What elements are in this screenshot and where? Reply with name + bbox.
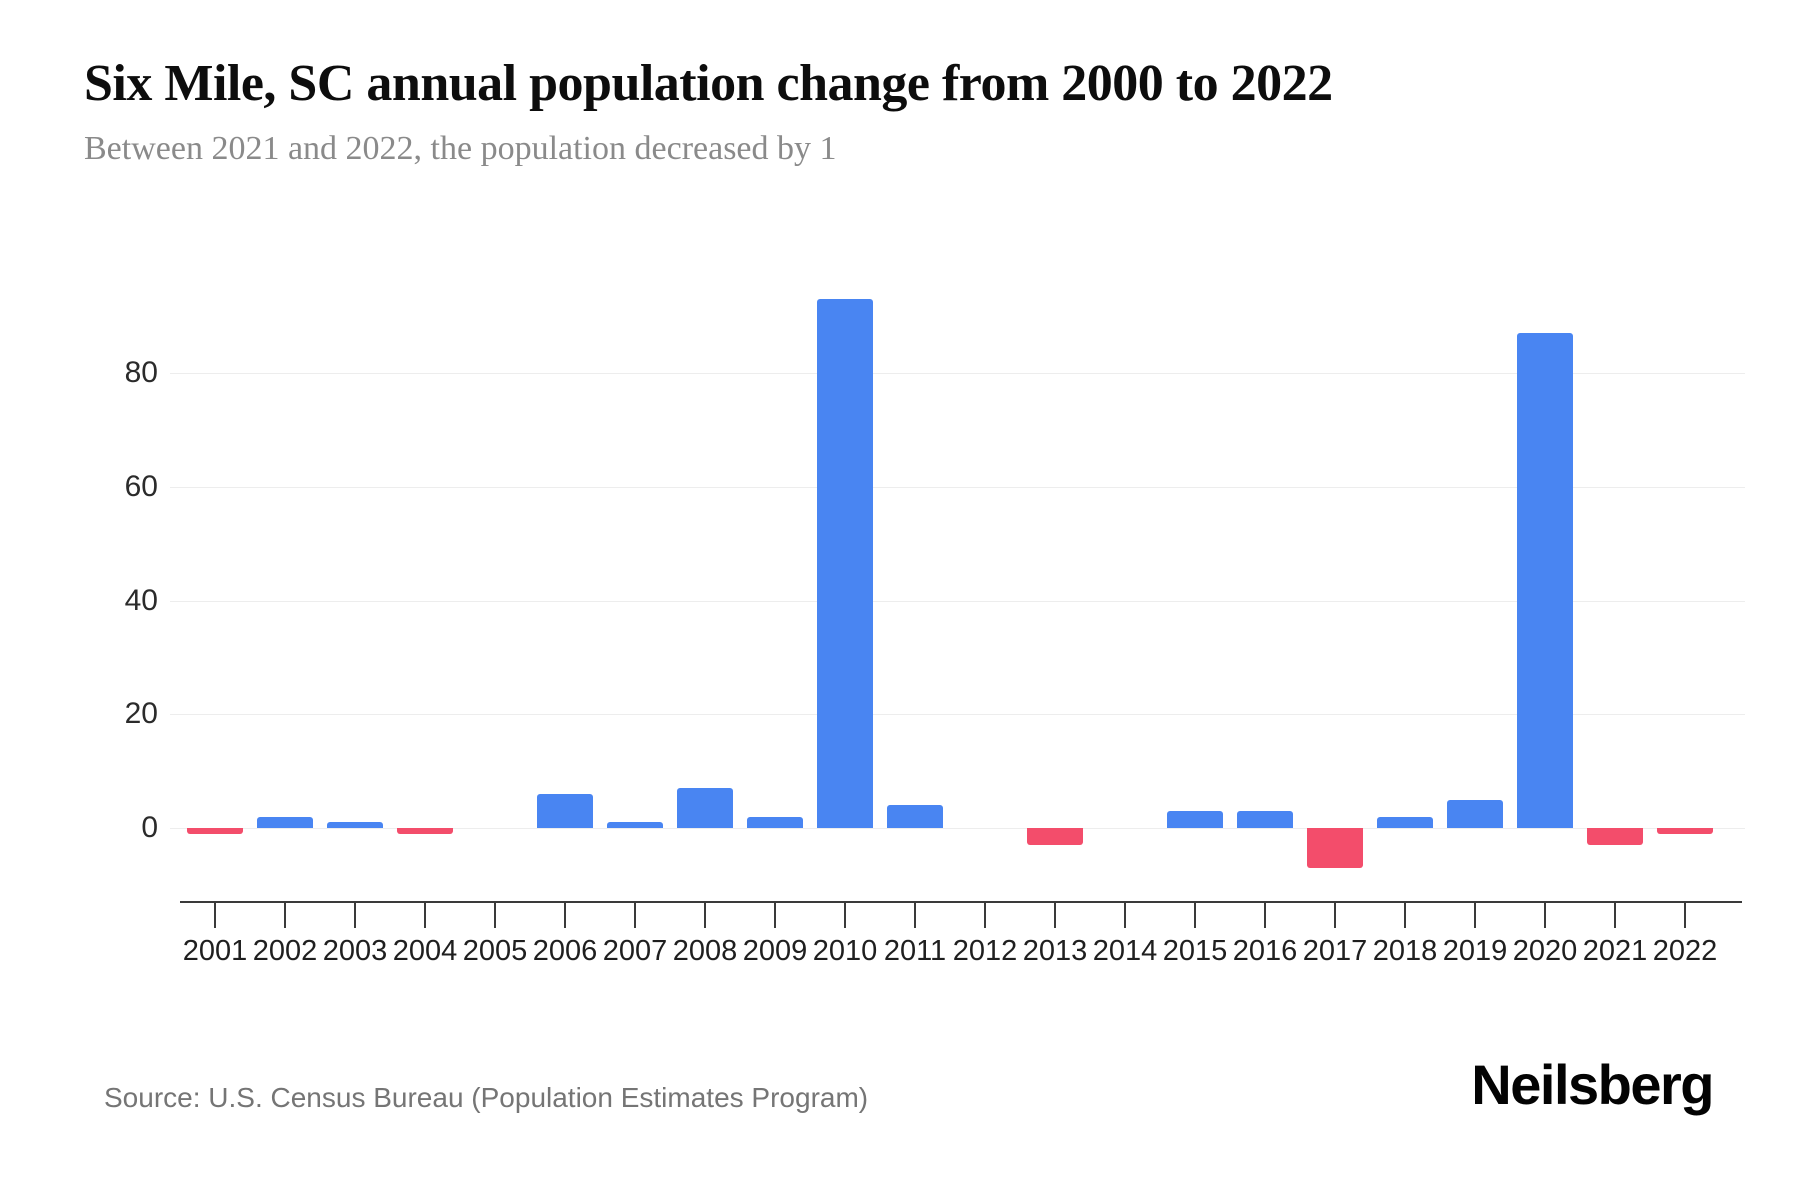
x-axis-label: 2001 bbox=[182, 935, 248, 967]
x-axis-tick bbox=[1334, 903, 1336, 928]
x-axis-tick bbox=[1684, 903, 1686, 928]
x-axis-label: 2020 bbox=[1512, 935, 1578, 967]
bar-2021[interactable] bbox=[1587, 828, 1643, 846]
y-gridline bbox=[170, 373, 1745, 374]
x-axis-label: 2005 bbox=[462, 935, 528, 967]
x-axis-label: 2017 bbox=[1302, 935, 1368, 967]
bar-2017[interactable] bbox=[1307, 828, 1363, 868]
x-axis-label: 2021 bbox=[1582, 935, 1648, 967]
x-axis-label: 2006 bbox=[532, 935, 598, 967]
x-axis-label: 2014 bbox=[1092, 935, 1158, 967]
chart-title: Six Mile, SC annual population change fr… bbox=[84, 55, 1333, 112]
x-axis-label: 2002 bbox=[252, 935, 318, 967]
x-axis-label: 2016 bbox=[1232, 935, 1298, 967]
bar-2020[interactable] bbox=[1517, 333, 1573, 828]
source-caption: Source: U.S. Census Bureau (Population E… bbox=[104, 1082, 869, 1113]
x-axis-tick bbox=[1614, 903, 1616, 928]
x-axis-label: 2018 bbox=[1372, 935, 1438, 967]
chart-subtitle: Between 2021 and 2022, the population de… bbox=[84, 130, 837, 167]
x-axis-tick bbox=[354, 903, 356, 928]
x-axis-label: 2008 bbox=[672, 935, 738, 967]
x-axis-line bbox=[180, 901, 1742, 903]
bar-2002[interactable] bbox=[257, 816, 313, 828]
x-axis-tick bbox=[494, 903, 496, 928]
y-gridline bbox=[170, 714, 1745, 716]
bar-2003[interactable] bbox=[327, 822, 383, 828]
x-axis-label: 2007 bbox=[602, 935, 668, 967]
x-axis-label: 2022 bbox=[1652, 935, 1718, 967]
bar-2011[interactable] bbox=[887, 805, 943, 828]
x-axis-label: 2004 bbox=[392, 935, 458, 967]
x-axis-tick bbox=[214, 903, 216, 928]
x-axis-label: 2010 bbox=[812, 935, 878, 967]
bar-2004[interactable] bbox=[397, 828, 453, 834]
bar-2013[interactable] bbox=[1027, 828, 1083, 846]
x-axis-tick bbox=[284, 903, 286, 928]
x-axis-tick bbox=[774, 903, 776, 928]
x-axis-tick bbox=[984, 903, 986, 928]
bar-2016[interactable] bbox=[1237, 810, 1293, 828]
x-axis-label: 2013 bbox=[1022, 935, 1088, 967]
x-axis-tick bbox=[704, 903, 706, 928]
x-axis-tick bbox=[1264, 903, 1266, 928]
y-gridline bbox=[170, 600, 1745, 602]
y-gridline bbox=[170, 828, 1745, 829]
x-axis-tick bbox=[844, 903, 846, 928]
bar-2006[interactable] bbox=[537, 793, 593, 828]
bar-2019[interactable] bbox=[1447, 799, 1503, 828]
x-axis-tick bbox=[1544, 903, 1546, 928]
x-axis-label: 2003 bbox=[322, 935, 388, 967]
x-axis-tick bbox=[1124, 903, 1126, 928]
bar-2010[interactable] bbox=[817, 299, 873, 828]
x-axis-label: 2012 bbox=[952, 935, 1018, 967]
x-axis-label: 2019 bbox=[1442, 935, 1508, 967]
y-axis-label: 0 bbox=[141, 811, 158, 844]
x-axis-tick bbox=[1054, 903, 1056, 928]
x-axis-label: 2009 bbox=[742, 935, 808, 967]
y-gridline bbox=[170, 486, 1745, 488]
bar-2015[interactable] bbox=[1167, 810, 1223, 828]
bar-2009[interactable] bbox=[747, 816, 803, 828]
bar-2018[interactable] bbox=[1377, 816, 1433, 828]
neilsberg-logo: Neilsberg bbox=[1471, 1053, 1714, 1116]
x-axis-tick bbox=[914, 903, 916, 928]
x-axis-tick bbox=[1404, 903, 1406, 928]
x-axis-tick bbox=[564, 903, 566, 928]
x-axis-tick bbox=[424, 903, 426, 928]
x-axis-label: 2015 bbox=[1162, 935, 1228, 967]
bar-2007[interactable] bbox=[607, 822, 663, 828]
bar-2008[interactable] bbox=[677, 788, 733, 828]
x-axis-label: 2011 bbox=[883, 935, 947, 967]
y-axis-label: 60 bbox=[124, 469, 158, 503]
x-axis-tick bbox=[1474, 903, 1476, 928]
x-axis-tick bbox=[1194, 903, 1196, 928]
y-axis-label: 80 bbox=[124, 356, 158, 389]
bar-2022[interactable] bbox=[1657, 828, 1713, 834]
x-axis-tick bbox=[634, 903, 636, 928]
bar-2001[interactable] bbox=[187, 828, 243, 834]
y-axis-label: 20 bbox=[124, 697, 158, 731]
y-axis-label: 40 bbox=[124, 583, 158, 617]
